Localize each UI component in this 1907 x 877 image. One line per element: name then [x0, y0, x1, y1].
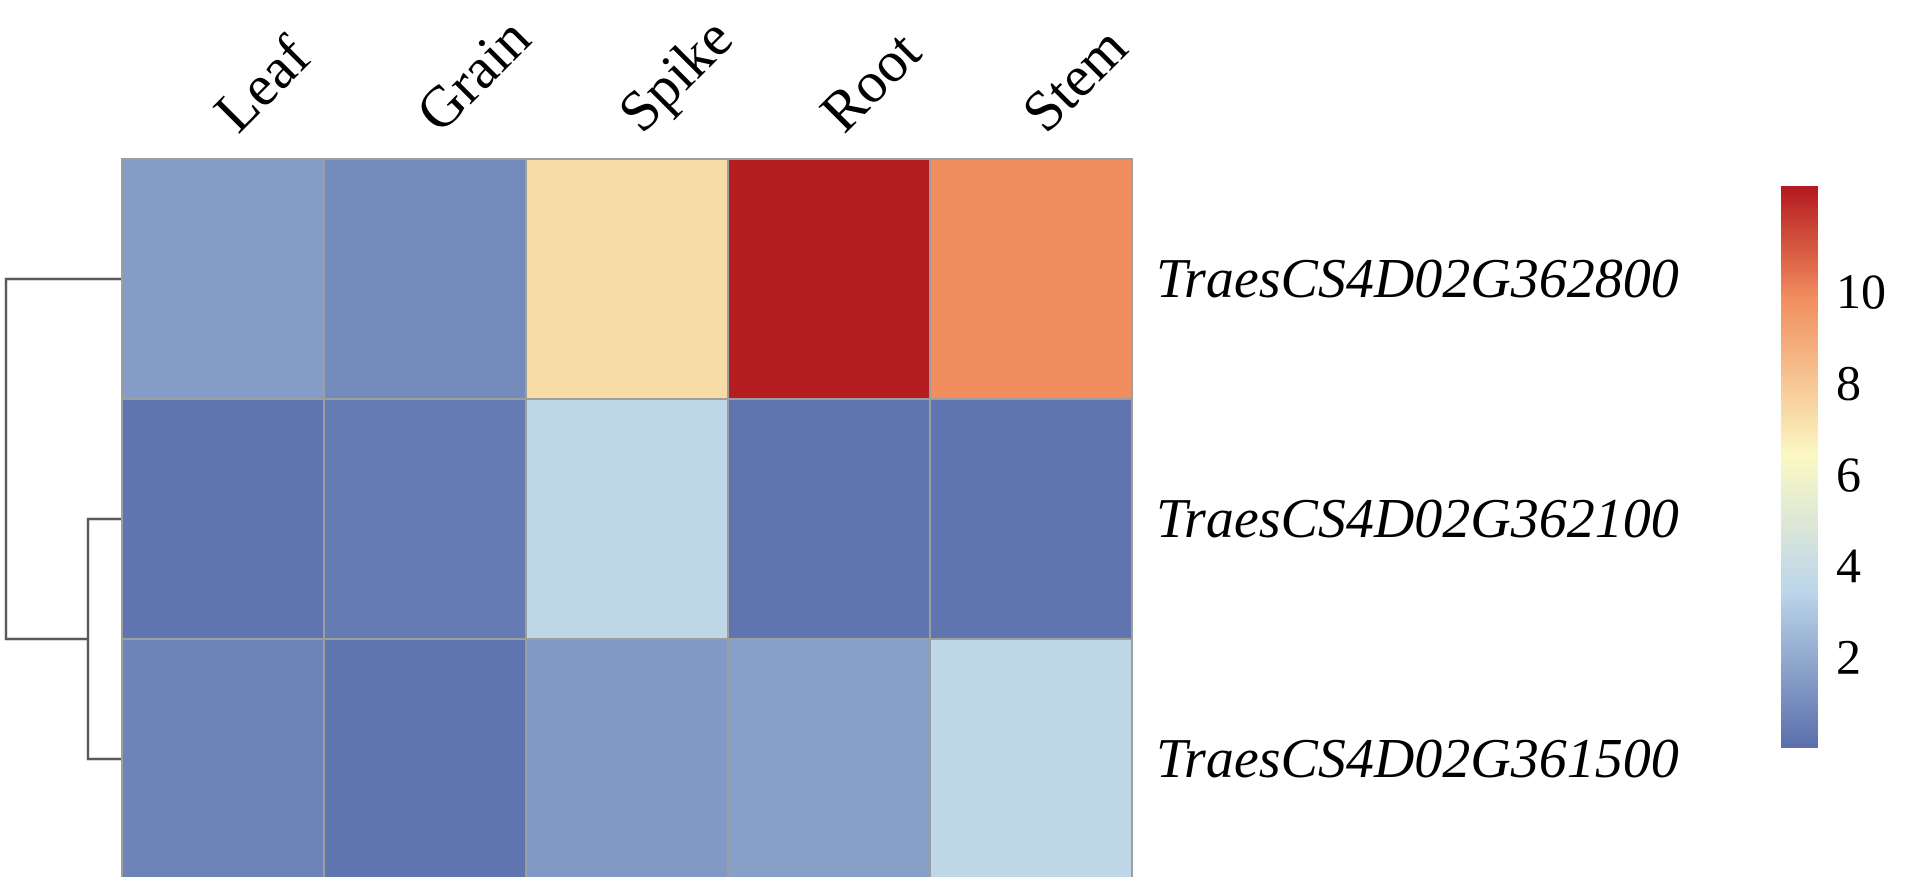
heatmap-cell-TraesCS4D02G362800-Stem — [929, 158, 1133, 400]
column-label-stem: Stem — [1009, 14, 1139, 144]
row-label-traescs4d02g362100: TraesCS4D02G362100 — [1156, 488, 1679, 550]
dendrogram-branch-inner — [86, 517, 122, 761]
legend-color-bar — [1781, 186, 1818, 748]
heatmap-cell-TraesCS4D02G362100-Root — [727, 398, 931, 640]
column-label-root: Root — [807, 18, 933, 144]
heatmap-cell-TraesCS4D02G362100-Stem — [929, 398, 1133, 640]
heatmap-cell-TraesCS4D02G362100-Leaf — [121, 398, 325, 640]
dendrogram-branch-outer — [4, 277, 122, 641]
heatmap-cell-TraesCS4D02G362800-Grain — [323, 158, 527, 400]
row-labels: TraesCS4D02G362800 TraesCS4D02G362100 Trae… — [1156, 248, 1679, 790]
row-label-traescs4d02g361500: TraesCS4D02G361500 — [1156, 728, 1679, 790]
heatmap-cell-TraesCS4D02G362100-Grain — [323, 398, 527, 640]
heatmap-cell-TraesCS4D02G362100-Spike — [525, 398, 729, 640]
column-label-grain: Grain — [403, 5, 542, 144]
legend-tick-2: 2 — [1836, 629, 1861, 685]
legend-tick-10: 10 — [1836, 263, 1886, 319]
heatmap-cell-TraesCS4D02G362800-Spike — [525, 158, 729, 400]
legend-tick-8: 8 — [1836, 354, 1861, 410]
column-label-leaf: Leaf — [201, 23, 323, 145]
legend-tick-4: 4 — [1836, 537, 1861, 593]
heatmap-cell-TraesCS4D02G361500-Spike — [525, 638, 729, 877]
heatmap-cell-TraesCS4D02G361500-Root — [727, 638, 931, 877]
heatmap-cell-TraesCS4D02G361500-Leaf — [121, 638, 325, 877]
color-legend: 2 4 6 8 10 — [1781, 186, 1886, 748]
row-label-traescs4d02g362800: TraesCS4D02G362800 — [1156, 248, 1679, 310]
heatmap-cell-TraesCS4D02G362800-Root — [727, 158, 931, 400]
column-labels: Leaf Grain Spike Root Stem — [201, 5, 1139, 144]
row-dendrogram — [4, 277, 122, 761]
heatmap-cell-TraesCS4D02G361500-Stem — [929, 638, 1133, 877]
heatmap-cell-TraesCS4D02G362800-Leaf — [121, 158, 325, 400]
column-label-spike: Spike — [605, 5, 744, 144]
heatmap-cells — [121, 158, 1133, 877]
heatmap-cell-TraesCS4D02G361500-Grain — [323, 638, 527, 877]
legend-tick-6: 6 — [1836, 446, 1861, 502]
